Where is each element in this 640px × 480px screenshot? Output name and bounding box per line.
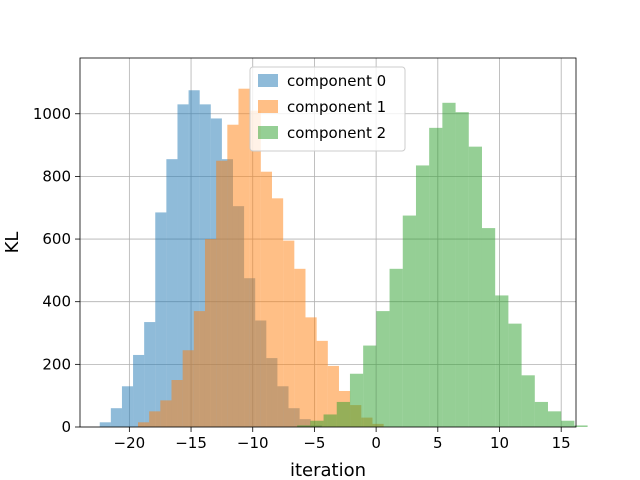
legend-label: component 2 <box>287 124 386 142</box>
histogram-bar <box>547 411 562 427</box>
histogram-bar <box>495 295 509 427</box>
x-tick-label: 5 <box>433 434 443 452</box>
histogram-bar <box>294 268 306 427</box>
histogram-bar <box>402 215 416 427</box>
histogram-bar <box>283 240 295 427</box>
histogram-bar <box>227 124 239 428</box>
legend: component 0 component 1 component 2 <box>249 66 406 152</box>
y-tick-label: 600 <box>42 230 71 248</box>
histogram-bar <box>155 212 167 427</box>
legend-label: component 0 <box>287 72 386 90</box>
legend-swatch <box>258 74 278 87</box>
histogram-bar <box>297 425 311 427</box>
histogram-bar <box>238 88 250 428</box>
histogram-bar <box>216 160 228 427</box>
histogram-bar <box>260 171 272 427</box>
histogram-bar <box>363 345 377 427</box>
histogram-bar <box>455 112 469 427</box>
y-axis-title: KL <box>2 232 23 254</box>
histogram-bar <box>508 323 522 427</box>
y-tick-label: 200 <box>42 355 71 373</box>
histogram-bar <box>323 414 337 427</box>
histogram-bar <box>121 386 134 427</box>
legend-label: component 1 <box>287 98 386 116</box>
histogram-bar <box>481 228 496 427</box>
histogram-bar <box>336 401 350 427</box>
histogram-bar <box>271 198 284 427</box>
legend-swatch <box>258 126 278 139</box>
legend-box <box>249 66 406 152</box>
x-tick-label: −5 <box>303 434 325 452</box>
histogram-bar <box>429 127 443 427</box>
histogram-bar <box>144 322 156 427</box>
histogram-bar <box>177 104 189 428</box>
histogram-bar <box>534 401 548 427</box>
histogram-bar <box>149 411 161 427</box>
plot-area-frame <box>79 57 577 428</box>
y-tick-label: 800 <box>42 167 71 185</box>
histogram-bar <box>171 380 183 427</box>
histogram-bar <box>349 373 364 427</box>
series-1-bars <box>137 88 384 428</box>
histogram-bar <box>133 354 145 427</box>
x-tick-label: 15 <box>552 434 571 452</box>
histogram-bar <box>574 425 588 427</box>
histogram-bar <box>99 422 111 427</box>
histogram-bar <box>137 422 150 427</box>
x-tick-label: 10 <box>490 434 509 452</box>
histogram-bar <box>316 340 328 427</box>
histogram-bar <box>160 400 172 427</box>
histogram-bars <box>99 88 588 428</box>
y-axis-ticks: 0 200 400 600 800 1000 <box>33 105 80 436</box>
histogram-bar <box>376 311 390 427</box>
histogram-bar <box>415 165 430 428</box>
histogram-bar <box>182 350 194 427</box>
x-axis-title: iteration <box>290 460 366 480</box>
series-2-bars <box>297 102 588 428</box>
histogram-bar <box>561 420 575 427</box>
histogram-bar <box>249 110 261 427</box>
x-tick-label: −10 <box>237 434 269 452</box>
histogram-bar <box>521 375 535 427</box>
histogram-bar <box>193 311 205 427</box>
y-tick-label: 1000 <box>33 105 71 123</box>
x-tick-label: 0 <box>371 434 381 452</box>
histogram-bar <box>110 408 122 427</box>
histogram-bar <box>310 420 324 427</box>
histogram-bar <box>442 102 456 428</box>
x-tick-label: −20 <box>114 434 146 452</box>
x-axis-ticks: −20 −15 −10 −5 0 5 10 15 <box>114 427 571 452</box>
legend-swatch <box>258 100 278 113</box>
x-tick-label: −15 <box>175 434 207 452</box>
histogram-bar <box>468 146 482 427</box>
histogram-bar <box>188 90 200 427</box>
y-tick-label: 400 <box>42 293 71 311</box>
histogram-bar <box>305 317 317 427</box>
y-tick-label: 0 <box>61 418 71 436</box>
histogram-bar <box>327 365 339 427</box>
histogram-bar <box>166 159 178 427</box>
histogram-bar <box>204 239 217 427</box>
histogram-bar <box>389 268 403 427</box>
